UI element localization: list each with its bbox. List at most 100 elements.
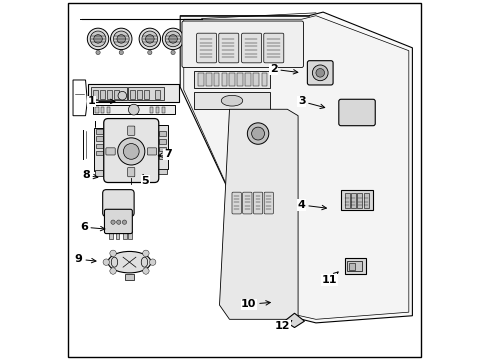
Bar — [149, 107, 153, 113]
Ellipse shape — [141, 257, 147, 267]
Bar — [348, 263, 354, 270]
Text: 1: 1 — [87, 96, 115, 107]
Bar — [194, 92, 269, 109]
Bar — [344, 257, 365, 274]
Circle shape — [111, 220, 115, 224]
Text: 10: 10 — [241, 299, 270, 309]
FancyBboxPatch shape — [196, 33, 216, 63]
Circle shape — [118, 91, 126, 100]
Bar — [93, 105, 175, 114]
Bar — [156, 107, 159, 113]
Bar — [91, 87, 126, 100]
FancyBboxPatch shape — [218, 33, 238, 63]
Circle shape — [247, 123, 268, 144]
Circle shape — [122, 220, 126, 224]
Bar — [265, 293, 270, 303]
Text: 7: 7 — [158, 149, 171, 159]
Bar — [100, 90, 104, 99]
Ellipse shape — [108, 251, 151, 273]
Circle shape — [142, 250, 149, 257]
FancyBboxPatch shape — [104, 209, 132, 234]
Bar — [137, 90, 142, 99]
FancyBboxPatch shape — [253, 192, 262, 214]
Text: 2: 2 — [269, 64, 297, 74]
Circle shape — [168, 35, 177, 43]
Text: 11: 11 — [321, 272, 337, 285]
Bar — [95, 107, 99, 113]
Circle shape — [96, 50, 100, 55]
FancyBboxPatch shape — [182, 21, 303, 67]
Bar — [346, 261, 362, 271]
Text: 3: 3 — [297, 96, 324, 109]
Bar — [132, 171, 136, 176]
Text: 5: 5 — [141, 175, 149, 186]
Circle shape — [149, 259, 156, 265]
Bar — [357, 193, 362, 208]
Circle shape — [110, 28, 132, 50]
Bar — [221, 73, 227, 86]
FancyBboxPatch shape — [264, 192, 273, 214]
Circle shape — [90, 31, 106, 47]
Bar — [236, 119, 279, 184]
Bar — [205, 73, 211, 86]
FancyBboxPatch shape — [147, 148, 156, 155]
Circle shape — [142, 31, 157, 47]
Bar — [95, 151, 102, 155]
Bar — [158, 168, 166, 174]
Circle shape — [162, 28, 183, 50]
FancyBboxPatch shape — [263, 33, 283, 63]
Bar — [370, 105, 373, 121]
Bar — [88, 84, 179, 102]
Bar — [157, 125, 168, 169]
Bar — [109, 231, 113, 239]
Bar — [253, 73, 258, 86]
Bar — [350, 105, 353, 121]
Ellipse shape — [221, 95, 242, 106]
Polygon shape — [183, 16, 408, 319]
Bar — [365, 105, 368, 121]
Circle shape — [139, 28, 160, 50]
Bar — [122, 256, 137, 269]
Circle shape — [171, 50, 175, 55]
Circle shape — [119, 50, 123, 55]
Polygon shape — [284, 313, 304, 328]
Bar — [95, 170, 103, 176]
Circle shape — [128, 104, 139, 115]
Bar — [94, 128, 104, 171]
FancyBboxPatch shape — [127, 167, 135, 177]
FancyBboxPatch shape — [231, 192, 241, 214]
Polygon shape — [219, 109, 298, 319]
Bar — [237, 73, 243, 86]
Circle shape — [94, 35, 102, 43]
Bar — [350, 193, 355, 208]
Bar — [340, 190, 372, 210]
Circle shape — [103, 259, 109, 265]
FancyBboxPatch shape — [307, 61, 332, 85]
Circle shape — [87, 28, 108, 50]
Bar — [123, 231, 126, 239]
FancyBboxPatch shape — [106, 148, 115, 155]
FancyBboxPatch shape — [102, 190, 134, 216]
Bar — [159, 155, 165, 159]
Circle shape — [117, 35, 125, 43]
Bar — [344, 193, 349, 208]
Circle shape — [113, 31, 129, 47]
Bar — [93, 90, 98, 99]
Bar — [128, 87, 164, 100]
Text: 6: 6 — [80, 222, 105, 232]
Circle shape — [118, 138, 144, 165]
Bar — [144, 90, 149, 99]
Bar — [125, 274, 134, 280]
Bar — [261, 73, 267, 86]
Bar — [194, 71, 269, 88]
Bar — [162, 107, 165, 113]
Bar — [229, 73, 235, 86]
Circle shape — [251, 127, 264, 140]
Text: 8: 8 — [82, 170, 98, 180]
Circle shape — [315, 68, 324, 77]
Bar — [101, 107, 104, 113]
Circle shape — [165, 31, 181, 47]
Bar — [114, 170, 148, 177]
FancyBboxPatch shape — [241, 33, 261, 63]
Bar — [287, 293, 292, 303]
